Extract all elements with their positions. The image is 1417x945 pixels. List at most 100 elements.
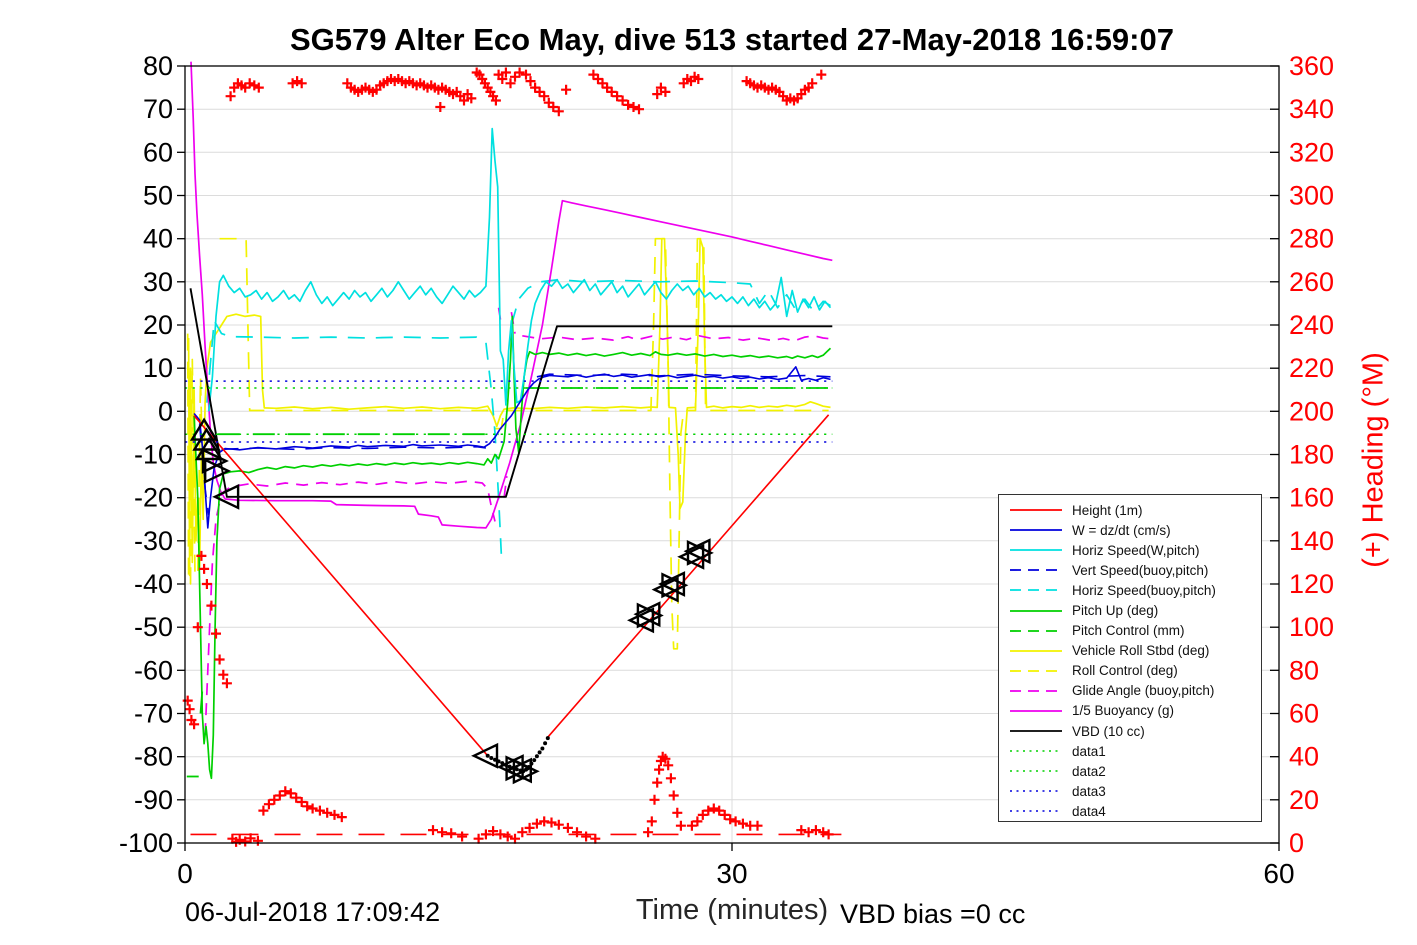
left-tick-label: 0 <box>158 396 173 426</box>
x-tick-label: 60 <box>1263 858 1294 889</box>
series-vert_speed_buoy <box>221 445 487 451</box>
legend-entry-pitch-control-mm: Pitch Control (mm) <box>999 621 1261 641</box>
legend-entry-horiz-speed-buoy-pitch: Horiz Speed(buoy,pitch) <box>999 580 1261 600</box>
series-height <box>547 414 830 738</box>
right-tick-label: 280 <box>1289 224 1334 254</box>
series-glide_angle <box>204 480 496 736</box>
bottom-track-dot <box>537 750 542 755</box>
legend-entry-label: Height (1m) <box>1072 502 1143 518</box>
left-tick-label: 40 <box>143 224 173 254</box>
legend-entry-data2: data2 <box>999 761 1261 781</box>
legend-line-sample <box>1010 529 1062 532</box>
right-tick-label: 20 <box>1289 785 1319 815</box>
triangle-marker <box>471 742 499 769</box>
right-tick-label: 80 <box>1289 655 1319 685</box>
left-tick-label: 20 <box>143 310 173 340</box>
left-tick-label: -30 <box>134 526 173 556</box>
bottom-track-dot <box>514 767 519 772</box>
right-tick-label: 40 <box>1289 742 1319 772</box>
legend-entry-label: data2 <box>1072 763 1106 779</box>
legend-line-sample <box>1010 629 1062 632</box>
left-tick-label: -40 <box>134 569 173 599</box>
legend-line-sample <box>1010 770 1062 773</box>
left-tick-label: 10 <box>143 353 173 383</box>
legend-line-sample <box>1010 609 1062 612</box>
bottom-track-dot <box>507 764 512 769</box>
x-tick-label: 0 <box>177 858 193 889</box>
right-tick-label: 260 <box>1289 267 1334 297</box>
legend-entry-pitch-up-deg: Pitch Up (deg) <box>999 600 1261 620</box>
legend-line-sample <box>1010 589 1062 592</box>
series-vehicle_roll <box>187 237 831 577</box>
right-tick-label: 340 <box>1289 94 1334 124</box>
legend-entry-label: Glide Angle (buoy,pitch) <box>1072 683 1215 699</box>
right-tick-label: 300 <box>1289 181 1334 211</box>
legend-line-sample <box>1010 810 1062 813</box>
legend-entry-label: Vert Speed(buoy,pitch) <box>1072 562 1209 578</box>
legend-line-sample <box>1010 790 1062 793</box>
legend-line-sample <box>1010 569 1062 572</box>
left-tick-label: 60 <box>143 137 173 167</box>
right-tick-label: 60 <box>1289 699 1319 729</box>
legend-line-sample <box>1010 669 1062 672</box>
legend-entry-glide-angle-buoy-pitch: Glide Angle (buoy,pitch) <box>999 681 1261 701</box>
series-vbd <box>189 288 833 498</box>
legend-line-sample <box>1010 730 1062 732</box>
triangle-marker <box>192 427 221 451</box>
left-tick-label: -80 <box>134 742 173 772</box>
legend-entry-label: Horiz Speed(W,pitch) <box>1072 542 1200 558</box>
series-buoyancy <box>190 61 833 529</box>
left-tick-label: -70 <box>134 699 173 729</box>
legend-entry-data1: data1 <box>999 741 1261 761</box>
legend-entry-label: Pitch Control (mm) <box>1072 623 1185 639</box>
series-roll_control <box>495 237 829 650</box>
series-horiz_speed_w <box>207 127 832 412</box>
legend-line-sample <box>1010 710 1062 712</box>
right-tick-label: 100 <box>1289 612 1334 642</box>
triangle-marker <box>203 457 232 484</box>
triangle-marker <box>504 757 532 784</box>
triangle-marker <box>212 483 240 510</box>
right-tick-label: 180 <box>1289 440 1334 470</box>
left-tick-label: 30 <box>143 267 173 297</box>
series-vert_speed_buoy <box>536 373 831 378</box>
legend-entry-w-dz-dt-cm-s: W = dz/dt (cm/s) <box>999 520 1261 540</box>
bottom-track-dot <box>489 756 494 760</box>
series-glide_angle <box>522 334 831 342</box>
x-tick-label: 30 <box>716 858 747 889</box>
x-axis-label: Time (minutes) <box>635 894 829 926</box>
legend-line-sample <box>1010 649 1062 652</box>
left-tick-label: -60 <box>134 655 173 685</box>
triangle-marker <box>658 571 686 597</box>
series-height <box>193 415 489 757</box>
triangle-marker <box>683 538 711 565</box>
series-horiz_speed_buoy <box>206 319 503 554</box>
legend-entry-label: data1 <box>1072 743 1106 759</box>
right-axis-label: (+) Heading (°M) <box>1357 352 1390 568</box>
legend-line-sample <box>1010 549 1062 552</box>
right-tick-label: 360 <box>1289 51 1334 81</box>
right-tick-label: 200 <box>1289 396 1334 426</box>
left-tick-label: -100 <box>119 828 173 858</box>
right-tick-label: 220 <box>1289 353 1334 383</box>
legend-entry-label: Roll Control (deg) <box>1072 663 1178 679</box>
legend-line-sample <box>1010 509 1062 511</box>
series-pitch_up <box>193 315 832 780</box>
left-tick-label: -20 <box>134 483 173 513</box>
plot-date-stamp: 06-Jul-2018 17:09:42 <box>185 897 441 927</box>
left-tick-label: 70 <box>143 94 173 124</box>
legend-entry-roll-control-deg: Roll Control (deg) <box>999 661 1261 681</box>
right-tick-label: 240 <box>1289 310 1334 340</box>
legend-entry-height-1m: Height (1m) <box>999 500 1261 520</box>
bottom-track-dot <box>545 736 550 741</box>
right-tick-label: 160 <box>1289 483 1334 513</box>
triangle-marker <box>512 758 540 785</box>
right-tick-label: 140 <box>1289 526 1334 556</box>
left-tick-label: 50 <box>143 181 173 211</box>
legend-entry-label: 1/5 Buoyancy (g) <box>1072 703 1175 719</box>
series-w_dzdt <box>193 366 831 529</box>
bottom-track-dot <box>543 741 548 746</box>
left-tick-label: 80 <box>143 51 173 81</box>
